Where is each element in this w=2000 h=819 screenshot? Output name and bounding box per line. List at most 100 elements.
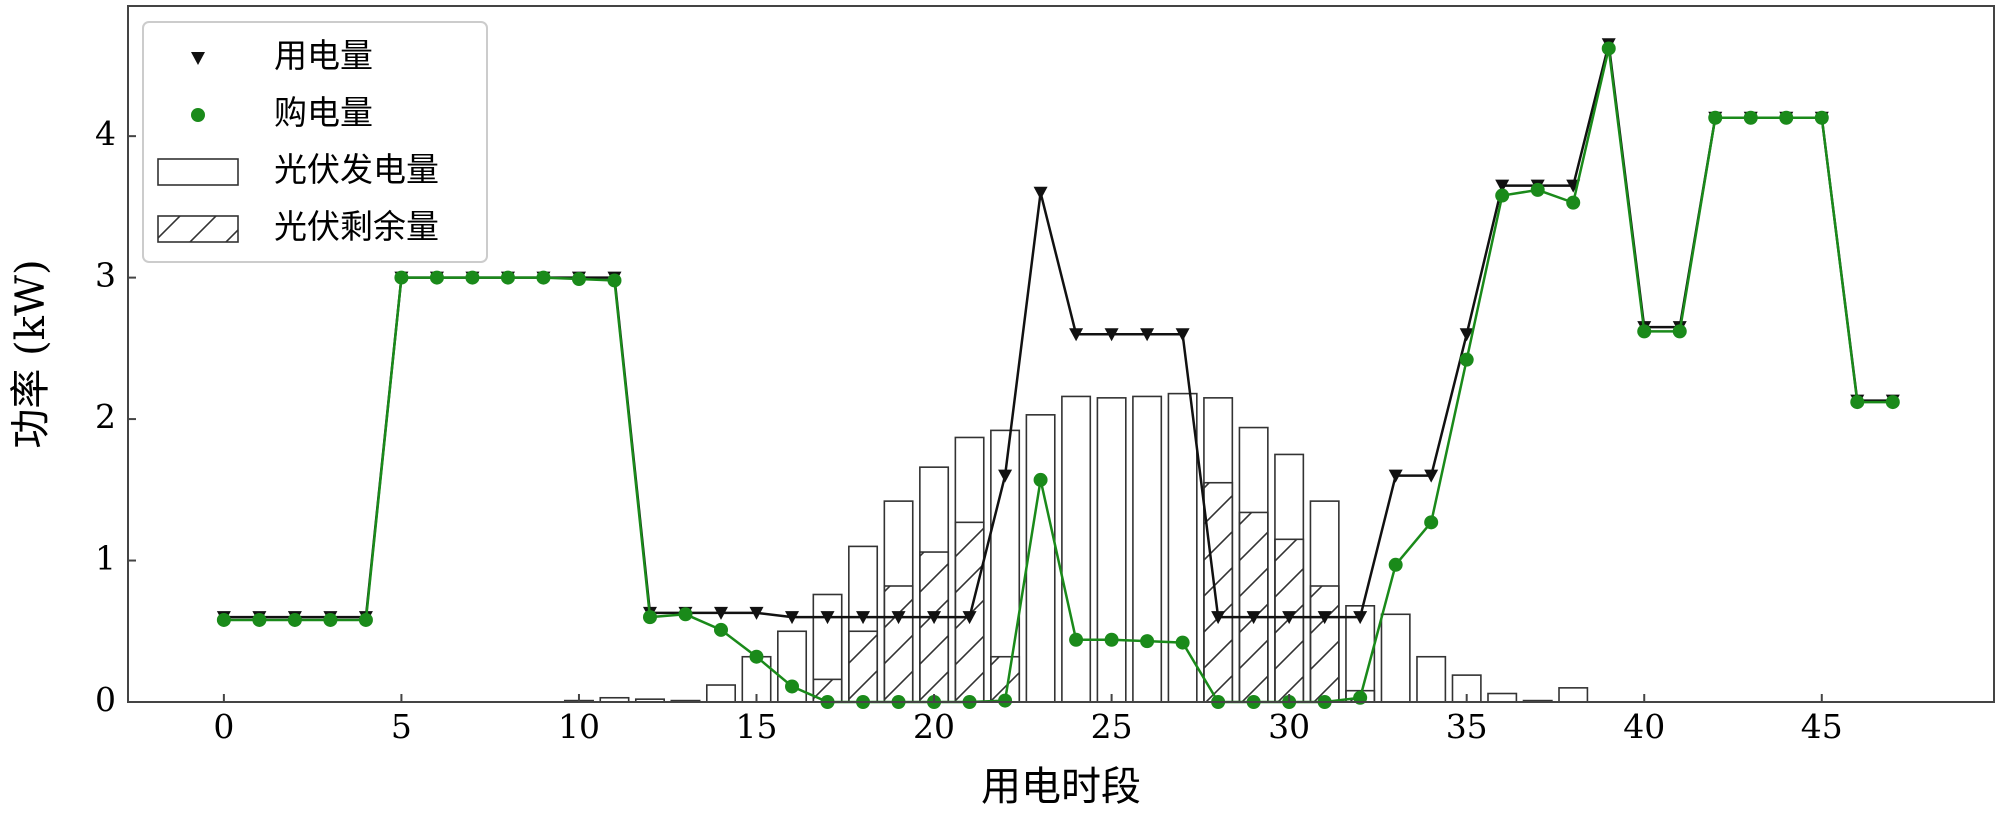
point [1104, 328, 1119, 342]
x-tick-label: 15 [736, 707, 778, 746]
point [1495, 179, 1510, 193]
point [1743, 110, 1758, 125]
point [1672, 324, 1687, 339]
y-tick-label: 4 [95, 114, 116, 153]
point [714, 606, 729, 620]
x-tick-label: 30 [1268, 707, 1310, 746]
point [1175, 328, 1190, 342]
point [1885, 395, 1900, 410]
point [1424, 469, 1439, 483]
point [1459, 328, 1474, 342]
hatched-bar [919, 551, 950, 703]
point [891, 611, 906, 625]
point [856, 611, 871, 625]
bar [1416, 655, 1447, 703]
y-tick-label: 2 [95, 397, 116, 436]
legend-box [142, 21, 488, 263]
legend-label: 购电量 [274, 93, 373, 132]
point [216, 612, 231, 627]
legend-label: 光伏剩余量 [274, 207, 439, 246]
bar [1380, 613, 1411, 703]
hatched-bar [1203, 481, 1234, 703]
legend-marker [191, 52, 205, 65]
point [1850, 395, 1865, 410]
point [1317, 611, 1332, 625]
point [1140, 328, 1155, 342]
point [1601, 41, 1616, 56]
point [358, 612, 373, 627]
legend-swatch [157, 215, 239, 243]
bar [1487, 692, 1518, 703]
point [607, 273, 622, 288]
y-axis-label: 功率 (kW) [8, 259, 54, 448]
point [678, 607, 693, 622]
x-tick-label: 10 [558, 707, 600, 746]
point [1779, 110, 1794, 125]
point [998, 469, 1013, 483]
point [785, 679, 800, 694]
point [429, 270, 444, 285]
point [1424, 515, 1439, 530]
point [962, 611, 977, 625]
y-tick-label: 3 [95, 256, 116, 295]
point [1814, 110, 1829, 125]
hatched-bar [1238, 511, 1269, 703]
point [1069, 632, 1084, 647]
point [998, 693, 1013, 708]
hatched-bar [990, 655, 1021, 703]
legend-marker [191, 108, 205, 122]
hatched-bar [883, 585, 914, 703]
point [1388, 557, 1403, 572]
bar [1558, 687, 1589, 703]
bar [1025, 414, 1056, 703]
point [642, 610, 657, 625]
y-tick-label: 1 [95, 539, 116, 578]
point [1530, 182, 1545, 197]
point [571, 272, 586, 287]
point [749, 649, 764, 664]
hatched-bar [1309, 585, 1340, 703]
legend-label: 用电量 [274, 36, 373, 75]
bar [1096, 397, 1127, 703]
point [252, 612, 267, 627]
x-tick-label: 40 [1623, 707, 1665, 746]
point [1033, 472, 1048, 487]
point [1495, 188, 1510, 203]
point [1637, 324, 1652, 339]
legend-swatch [157, 158, 239, 186]
point [820, 611, 835, 625]
point [1104, 632, 1119, 647]
x-tick-label: 35 [1446, 707, 1488, 746]
bar [1167, 392, 1198, 703]
point [323, 612, 338, 627]
y-tick-label: 0 [95, 680, 116, 719]
point [1282, 611, 1297, 625]
point [287, 612, 302, 627]
x-tick-label: 5 [391, 707, 412, 746]
point [1246, 611, 1261, 625]
x-axis-label: 用电时段 [981, 764, 1141, 810]
point [1708, 110, 1723, 125]
point [1140, 634, 1155, 649]
bar [1132, 395, 1163, 703]
point [714, 622, 729, 637]
point [1069, 328, 1084, 342]
point [500, 270, 515, 285]
bar [705, 684, 737, 703]
point [1175, 635, 1190, 650]
point [785, 611, 800, 625]
point [1353, 611, 1368, 625]
x-tick-label: 0 [213, 707, 234, 746]
point [465, 270, 480, 285]
x-tick-label: 25 [1091, 707, 1133, 746]
x-tick-label: 45 [1801, 707, 1843, 746]
x-tick-label: 20 [913, 707, 955, 746]
hatched-bar [848, 630, 879, 703]
point [1459, 352, 1474, 367]
point [536, 270, 551, 285]
point [394, 270, 409, 285]
point [1566, 195, 1581, 210]
point [1033, 186, 1048, 200]
